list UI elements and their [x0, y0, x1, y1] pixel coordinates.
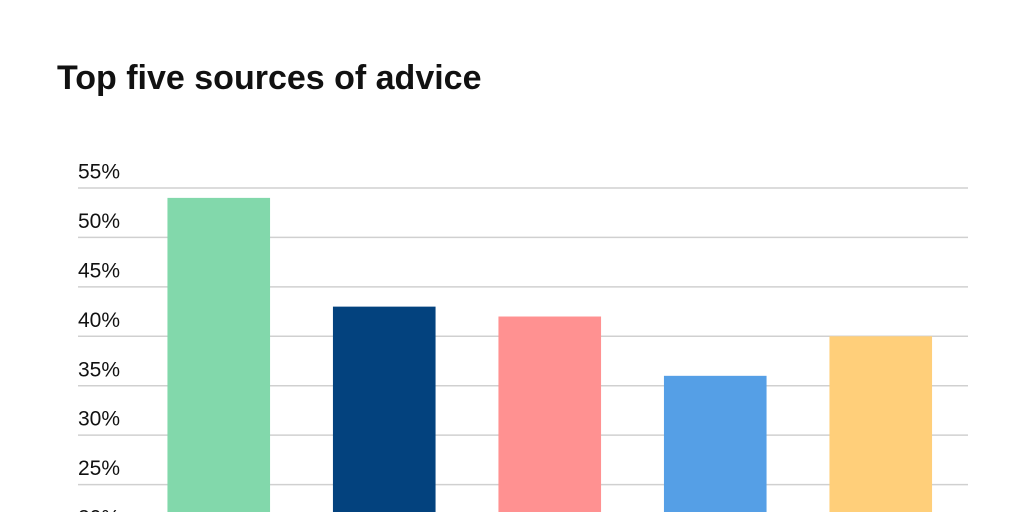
y-tick-label: 35% [78, 358, 120, 381]
bar [332, 306, 436, 512]
y-tick-label: 20% [78, 507, 120, 512]
y-tick-label: 40% [78, 309, 120, 332]
y-tick-label: 30% [78, 408, 120, 431]
y-tick-label: 45% [78, 259, 120, 282]
y-tick-label: 50% [78, 210, 120, 233]
bar [663, 375, 767, 512]
bar [167, 197, 271, 512]
chart-title: Top five sources of advice [57, 59, 482, 97]
bar [829, 336, 933, 512]
bar [498, 316, 602, 512]
y-tick-label: 25% [78, 457, 120, 480]
y-tick-label: 55% [78, 161, 120, 184]
